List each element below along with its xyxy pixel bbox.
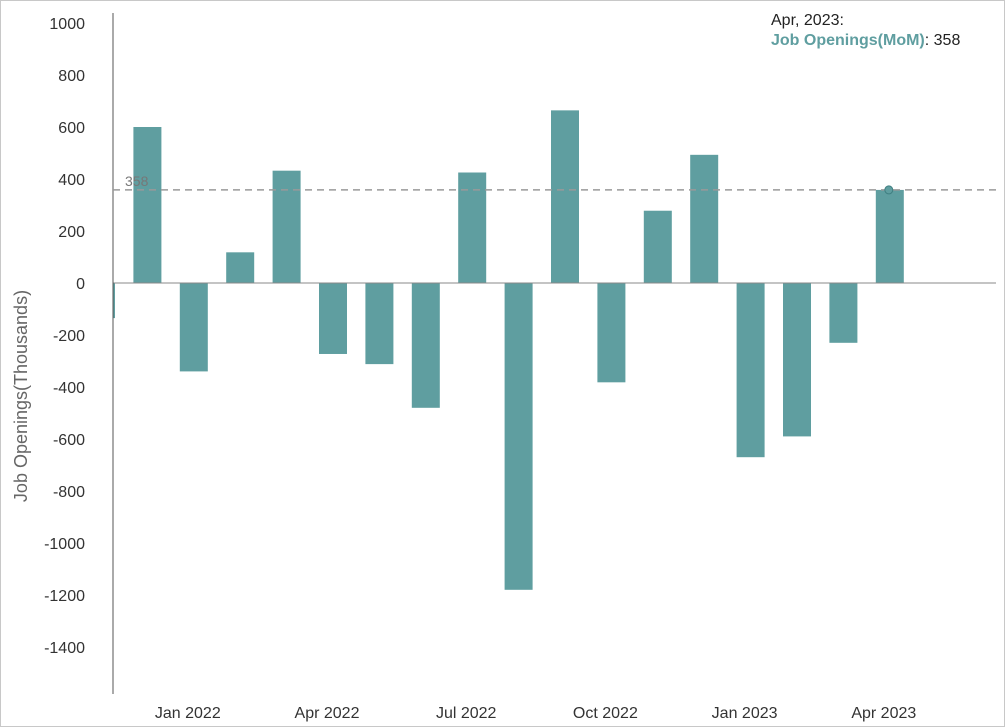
- x-tick-label: Jan 2022: [155, 705, 221, 722]
- y-tick-label: -200: [53, 328, 85, 345]
- y-axis-title: Job Openings(Thousands): [11, 290, 31, 502]
- bar[interactable]: [319, 283, 347, 354]
- bar[interactable]: [643, 210, 672, 283]
- tooltip-date: Apr, 2023:: [771, 12, 844, 29]
- bar[interactable]: [272, 170, 301, 283]
- y-tick-label: 800: [58, 68, 85, 85]
- y-tick-label: -400: [53, 380, 85, 397]
- tooltip-series-name: Job Openings(MoM): [771, 32, 925, 49]
- y-tick-label: -800: [53, 484, 85, 501]
- bar[interactable]: [179, 283, 208, 372]
- bar[interactable]: [690, 154, 719, 283]
- bar[interactable]: [133, 127, 162, 283]
- highlight-point[interactable]: [884, 185, 894, 195]
- y-tick-label: 200: [58, 224, 85, 241]
- y-tick-label: 400: [58, 172, 85, 189]
- bar[interactable]: [458, 172, 487, 284]
- x-tick-label: Oct 2022: [573, 705, 638, 722]
- bar[interactable]: [411, 283, 440, 408]
- bar[interactable]: [504, 283, 533, 590]
- y-tick-label: -600: [53, 432, 85, 449]
- bar[interactable]: [783, 283, 811, 437]
- bar[interactable]: [736, 283, 765, 458]
- y-tick-label: -1000: [44, 536, 85, 553]
- bar[interactable]: [365, 283, 394, 365]
- tooltip-value-line: Job Openings(MoM): 358: [771, 31, 960, 51]
- y-tick-label: 0: [76, 276, 85, 293]
- bar[interactable]: [87, 283, 115, 319]
- tooltip-value: : 358: [924, 32, 961, 49]
- x-tick-label: Jul 2022: [436, 705, 497, 722]
- y-tick-label: 600: [58, 120, 85, 137]
- x-tick-label: Apr 2023: [851, 705, 916, 722]
- x-tick-label: Apr 2022: [295, 705, 360, 722]
- bar[interactable]: [226, 252, 255, 283]
- chart-tooltip: Apr, 2023: Job Openings(MoM): 358: [771, 11, 960, 51]
- bar[interactable]: [597, 283, 626, 383]
- bar[interactable]: [875, 189, 904, 283]
- y-tick-label: -1200: [44, 588, 85, 605]
- y-tick-label: -1400: [44, 640, 85, 657]
- y-tick-label: 1000: [49, 16, 85, 33]
- reference-line-label: 358: [125, 173, 149, 189]
- bar[interactable]: [551, 110, 579, 283]
- bar[interactable]: [829, 283, 858, 343]
- x-tick-label: Jan 2023: [712, 705, 778, 722]
